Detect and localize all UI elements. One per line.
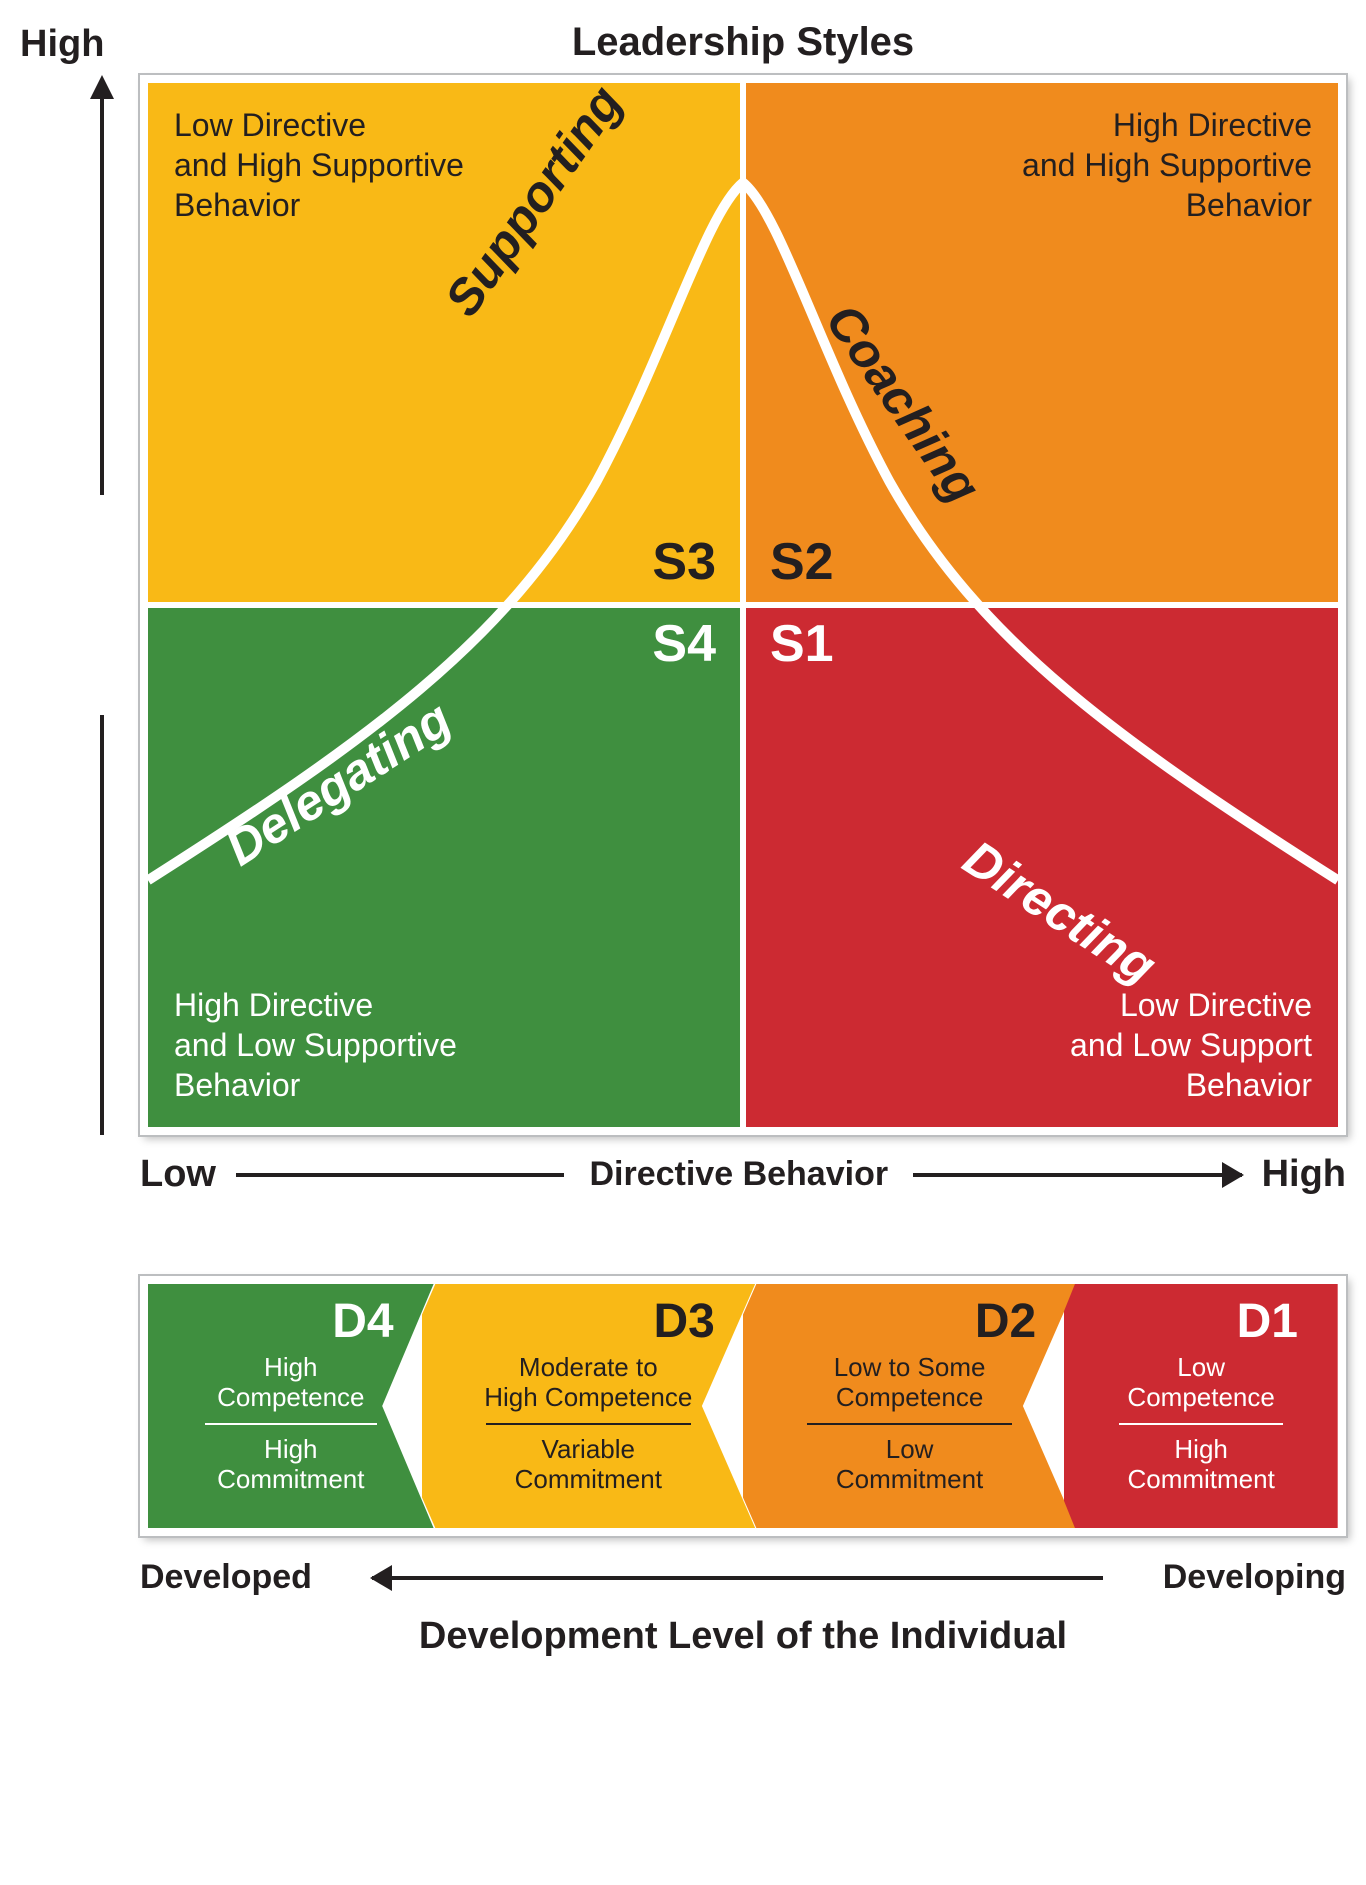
quadrant-s4: High Directiveand Low SupportiveBehavior… [148, 608, 740, 1127]
dev-code: D4 [332, 1294, 413, 1349]
dev-code: D2 [975, 1294, 1056, 1349]
dev-commitment: LowCommitment [836, 1435, 983, 1495]
development-title: Development Level of the Individual [140, 1615, 1346, 1658]
quadrant-s1: Low Directiveand Low SupportBehavior S1 [746, 608, 1338, 1127]
dev-competence: Low to SomeCompetence [834, 1353, 986, 1413]
x-axis: Low Directive Behavior High [20, 1153, 1346, 1196]
s3-description: Low Directiveand High SupportiveBehavior [174, 105, 464, 225]
s2-code: S2 [770, 532, 834, 592]
y-axis-arrow-icon [82, 75, 122, 1135]
dev-commitment: HighCommitment [217, 1435, 364, 1495]
dev-divider [486, 1423, 691, 1425]
development-arrow-icon [372, 1576, 1103, 1580]
development-left-label: Developed [140, 1558, 312, 1597]
dev-competence: HighCompetence [217, 1353, 364, 1413]
matrix-row: High Supportive Behavior Low Directivean… [20, 75, 1346, 1135]
dev-code: D3 [654, 1294, 735, 1349]
s1-code: S1 [770, 614, 834, 674]
quadrant-s3: Low Directiveand High SupportiveBehavior… [148, 83, 740, 602]
s3-code: S3 [652, 532, 716, 592]
x-axis-arrow-icon [913, 1173, 1242, 1177]
y-axis: High Supportive Behavior [20, 75, 140, 1135]
dev-divider [205, 1423, 377, 1425]
dev-segment-d3: D3Moderate toHigh Competence VariableComm… [422, 1284, 755, 1528]
quadrant-s2: High Directiveand High SupportiveBehavio… [746, 83, 1338, 602]
x-axis-high-label: High [1262, 1153, 1346, 1196]
diagram-title: Leadership Styles [20, 20, 1346, 65]
s2-description: High Directiveand High SupportiveBehavio… [1022, 105, 1312, 225]
dev-divider [1119, 1423, 1283, 1425]
development-section: D4HighCompetence HighCommitment D3Moderate… [20, 1276, 1346, 1658]
dev-segment-d4: D4HighCompetence HighCommitment [148, 1284, 434, 1528]
development-bar: D4HighCompetence HighCommitment D3Moderate… [140, 1276, 1346, 1536]
leadership-diagram: Leadership Styles High Supportive Behavi… [20, 20, 1346, 1658]
style-matrix: Low Directiveand High SupportiveBehavior… [140, 75, 1346, 1135]
s1-description: Low Directiveand Low SupportBehavior [1070, 985, 1312, 1105]
dev-segment-d2: D2Low to SomeCompetence LowCommitment [743, 1284, 1076, 1528]
development-axis: Developed Developing [140, 1558, 1346, 1597]
dev-divider [807, 1423, 1012, 1425]
x-axis-low-label: Low [140, 1153, 216, 1196]
dev-competence: LowCompetence [1127, 1353, 1274, 1413]
dev-competence: Moderate toHigh Competence [484, 1353, 692, 1413]
s4-description: High Directiveand Low SupportiveBehavior [174, 985, 457, 1105]
s4-code: S4 [652, 614, 716, 674]
dev-commitment: HighCommitment [1127, 1435, 1274, 1495]
x-axis-line-left [236, 1173, 565, 1177]
dev-code: D1 [1237, 1294, 1318, 1349]
dev-segment-d1: D1LowCompetence HighCommitment [1064, 1284, 1338, 1528]
dev-commitment: VariableCommitment [515, 1435, 662, 1495]
development-right-label: Developing [1163, 1558, 1346, 1597]
y-axis-high-label: High [20, 23, 104, 66]
x-axis-label: Directive Behavior [589, 1155, 888, 1194]
